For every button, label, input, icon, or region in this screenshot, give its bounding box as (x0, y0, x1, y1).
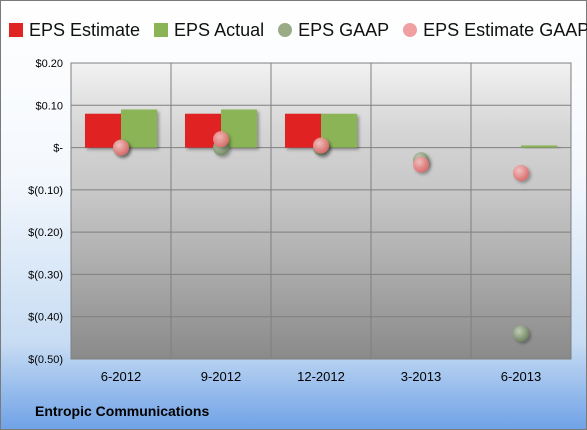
x-tick-label: 6-2012 (101, 369, 141, 384)
data-point (113, 139, 129, 156)
y-tick-label: $(0.10) (28, 185, 63, 197)
data-point (513, 325, 529, 342)
legend-label: EPS Actual (174, 19, 265, 40)
legend: EPS Estimate EPS Actual EPS GAAP EPS Estima… (9, 19, 587, 41)
y-tick-label: $(0.50) (28, 354, 63, 366)
data-point (213, 131, 229, 148)
x-tick-label: 3-2013 (401, 369, 441, 384)
legend-item: EPS Estimate GAAP (403, 20, 587, 41)
legend-square-icon (9, 23, 23, 37)
bar (121, 109, 157, 148)
legend-item: EPS Actual (154, 20, 264, 41)
legend-square-icon (154, 23, 169, 37)
plot-border (70, 62, 572, 360)
bar (521, 145, 557, 148)
legend-circle-icon (278, 23, 293, 37)
data-point (313, 137, 329, 154)
y-tick-label: $(0.30) (28, 269, 63, 281)
data-point (513, 164, 529, 181)
y-tick-label: $- (53, 143, 63, 155)
y-tick-label: $0.20 (35, 58, 63, 70)
bar (85, 113, 121, 148)
x-tick-label: 12-2012 (297, 369, 345, 384)
y-tick-label: $(0.40) (28, 312, 63, 324)
legend-circle-icon (403, 23, 418, 37)
legend-label: EPS GAAP (298, 19, 390, 40)
legend-item: EPS GAAP (278, 20, 389, 41)
plot-area (71, 63, 571, 359)
legend-item: EPS Estimate (9, 20, 140, 41)
x-tick-label: 6-2013 (501, 369, 541, 384)
x-tick-label: 9-2012 (201, 369, 241, 384)
data-point (413, 156, 429, 173)
legend-label: EPS Estimate (29, 19, 141, 40)
legend-label: EPS Estimate GAAP (423, 19, 587, 40)
y-tick-label: $0.10 (35, 100, 63, 112)
company-name: Entropic Communications (35, 403, 210, 419)
y-tick-label: $(0.20) (28, 227, 63, 239)
